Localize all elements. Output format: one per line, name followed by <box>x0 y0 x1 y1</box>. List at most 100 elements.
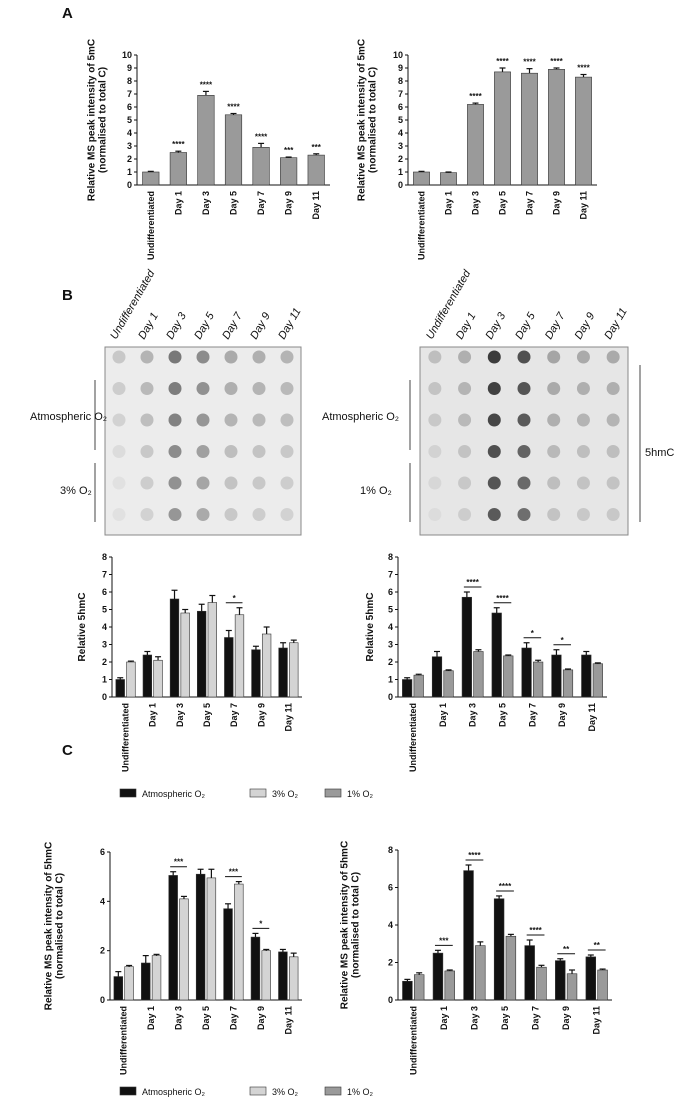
blot-row-label: Atmospheric O₂ <box>30 411 107 423</box>
y-tick-label: 8 <box>102 552 107 562</box>
legend-label: 3% O₂ <box>272 1087 299 1097</box>
significance-label: **** <box>496 594 509 603</box>
blot-dot <box>196 350 210 364</box>
y-tick-label: 1 <box>127 167 132 177</box>
blot-dot <box>140 413 154 427</box>
y-tick-label: 6 <box>127 102 132 112</box>
blot-dot <box>280 445 294 458</box>
x-tick-label: Day 3 <box>175 703 185 727</box>
bar <box>206 877 217 1001</box>
blot-column-label: Day 9 <box>573 311 598 342</box>
blot-dot <box>168 508 182 521</box>
bar <box>207 602 217 698</box>
significance-label: *** <box>284 146 294 155</box>
x-tick-label: Day 7 <box>525 191 535 215</box>
blot-dot <box>547 476 561 490</box>
bar <box>555 960 566 1001</box>
significance-label: **** <box>227 103 240 112</box>
bar <box>524 945 535 1001</box>
x-tick-label: Day 11 <box>283 703 293 732</box>
bar <box>548 69 565 186</box>
blot-dot <box>168 382 182 395</box>
x-tick-label: Day 1 <box>439 1006 449 1030</box>
legend-label: Atmospheric O₂ <box>142 1087 206 1097</box>
blot-dot <box>487 508 501 521</box>
blot-dot <box>606 508 620 521</box>
bar <box>475 945 486 1001</box>
blot-dot <box>517 382 531 395</box>
legend-swatch <box>324 1086 342 1096</box>
bar <box>551 654 562 698</box>
significance-label: **** <box>468 851 481 860</box>
bar <box>575 76 592 186</box>
x-tick-label: Day 1 <box>146 1006 156 1030</box>
bar <box>402 679 413 698</box>
y-axis-label: (normalised to total C) <box>98 67 109 173</box>
bar <box>413 674 424 698</box>
legend-swatch <box>249 788 267 798</box>
y-tick-label: 3 <box>398 141 403 151</box>
bar <box>250 936 261 1001</box>
y-axis-label: (normalised to total C) <box>55 873 66 979</box>
significance-label: **** <box>496 57 509 66</box>
blot-dot <box>517 476 531 490</box>
x-tick-label: Day 9 <box>284 191 294 215</box>
blot-dot <box>576 413 590 427</box>
panel-letter: B <box>62 287 73 304</box>
bar <box>197 610 207 698</box>
significance-label: **** <box>550 57 563 66</box>
legend-label: 1% O₂ <box>347 1087 374 1097</box>
blot-dot <box>428 476 442 490</box>
bar <box>168 875 178 1001</box>
x-tick-label: Day 9 <box>256 1006 266 1030</box>
y-tick-label: 3 <box>102 640 107 650</box>
bar <box>443 670 454 698</box>
x-tick-label: Day 5 <box>202 703 212 727</box>
blot-dot <box>280 476 294 490</box>
bar <box>413 171 430 186</box>
significance-label: * <box>233 594 237 603</box>
blot-dot <box>547 382 561 395</box>
blot-dot <box>112 350 126 364</box>
y-tick-label: 5 <box>398 115 403 125</box>
y-tick-label: 0 <box>102 692 107 702</box>
y-tick-label: 2 <box>388 657 393 667</box>
significance-label: **** <box>469 92 482 101</box>
significance-label: ** <box>563 945 570 954</box>
bar <box>463 870 474 1001</box>
legend-label: 3% O₂ <box>272 789 299 799</box>
y-tick-label: 2 <box>388 958 393 968</box>
bar <box>493 898 505 1001</box>
y-tick-label: 1 <box>102 675 107 685</box>
bar <box>491 612 502 698</box>
blot-dot <box>606 382 620 395</box>
blot-column-label: Day 5 <box>192 310 217 342</box>
blot-dot <box>224 445 238 458</box>
y-tick-label: 2 <box>398 154 403 164</box>
blot-column-label: Day 11 <box>602 306 629 341</box>
bar <box>307 154 325 186</box>
x-tick-label: Day 11 <box>311 191 321 220</box>
y-tick-label: 0 <box>100 995 105 1005</box>
legend-swatch <box>324 788 342 798</box>
y-tick-label: 7 <box>398 89 403 99</box>
significance-label: **** <box>529 926 542 935</box>
blot-dot <box>487 476 501 490</box>
blot-column-label: Day 7 <box>220 310 245 342</box>
y-tick-label: 6 <box>398 102 403 112</box>
significance-label: *** <box>312 143 322 152</box>
y-tick-label: 4 <box>388 622 393 632</box>
x-tick-label: Day 1 <box>438 703 448 727</box>
x-tick-label: Day 3 <box>174 1006 184 1030</box>
bar <box>494 71 511 186</box>
bar <box>521 72 538 186</box>
blot-row-label: Atmospheric O₂ <box>322 411 399 423</box>
blot-column-label: Day 1 <box>454 311 479 342</box>
legend-swatch <box>119 1086 137 1096</box>
y-tick-label: 10 <box>122 50 132 60</box>
blot-dot <box>606 350 620 364</box>
blot-dot <box>252 445 266 458</box>
blot-dot <box>196 476 210 490</box>
x-tick-label: Day 5 <box>498 191 508 215</box>
